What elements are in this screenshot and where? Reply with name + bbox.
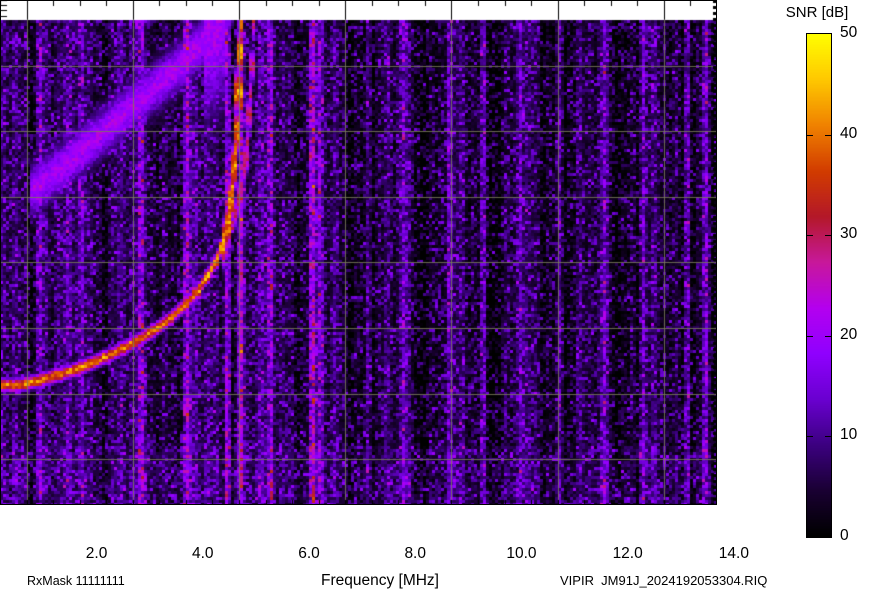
colorbar-tick bbox=[825, 436, 831, 438]
colorbar-canvas bbox=[807, 34, 831, 537]
rxmask-label: RxMask 11111111 bbox=[27, 574, 125, 588]
colorbar-tick bbox=[807, 335, 813, 337]
x-tick-label: 10.0 bbox=[506, 545, 537, 562]
colorbar-tick bbox=[807, 134, 813, 136]
colorbar-tick bbox=[807, 436, 813, 438]
x-tick-label: 4.0 bbox=[191, 545, 214, 562]
x-axis-title: Frequency [MHz] bbox=[320, 572, 439, 589]
colorbar-tick-label: 50 bbox=[840, 24, 858, 41]
colorbar-title: SNR [dB] bbox=[785, 4, 849, 21]
colorbar-tick bbox=[825, 235, 831, 237]
x-tick-label: 2.0 bbox=[85, 545, 108, 562]
colorbar-tick bbox=[807, 235, 813, 237]
x-tick-label: 14.0 bbox=[718, 545, 749, 562]
x-tick-label: 6.0 bbox=[298, 545, 320, 562]
x-tick-label: 12.0 bbox=[612, 545, 643, 562]
colorbar[interactable] bbox=[806, 33, 832, 538]
source-file-label: VIPIR JM91J_2024192053304.RIQ bbox=[560, 573, 768, 588]
colorbar-tick-label: 0 bbox=[840, 527, 849, 544]
colorbar-tick-label: 30 bbox=[840, 225, 858, 243]
colorbar-tick bbox=[825, 335, 831, 337]
colorbar-tick bbox=[825, 134, 831, 136]
colorbar-tick-label: 40 bbox=[840, 124, 858, 142]
colorbar-tick-label: 20 bbox=[840, 325, 858, 343]
colorbar-tick-label: 10 bbox=[840, 426, 858, 444]
ionogram-plot[interactable] bbox=[0, 0, 717, 505]
ionogram-canvas[interactable] bbox=[0, 0, 717, 505]
x-tick-label: 8.0 bbox=[404, 545, 426, 562]
